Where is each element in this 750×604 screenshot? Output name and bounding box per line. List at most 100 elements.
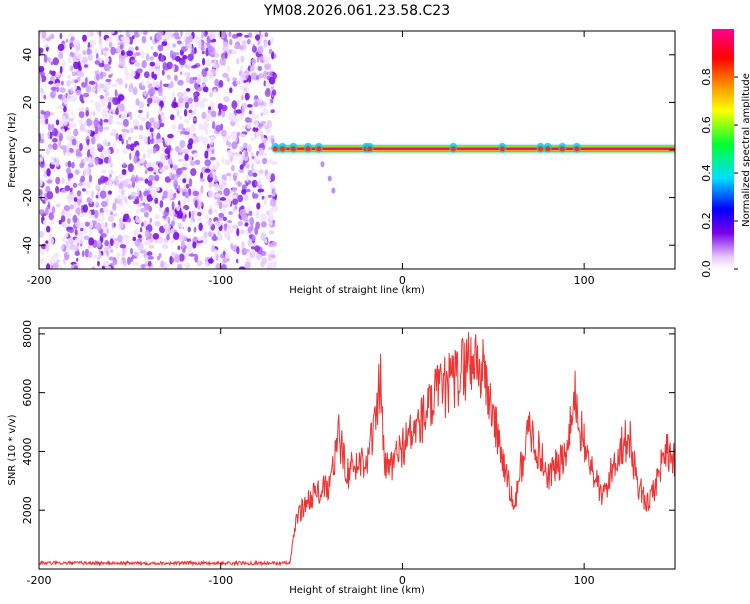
noise-speckle xyxy=(94,60,100,65)
noise-speckle xyxy=(45,240,49,244)
noise-speckle xyxy=(72,39,79,46)
noise-speckle xyxy=(174,145,180,153)
noise-speckle xyxy=(144,169,148,175)
noise-speckle xyxy=(209,91,214,98)
noise-speckle xyxy=(90,136,96,145)
noise-speckle xyxy=(147,166,154,172)
noise-speckle xyxy=(153,73,158,81)
noise-speckle xyxy=(136,68,143,74)
noise-speckle xyxy=(143,253,148,258)
noise-speckle xyxy=(127,184,132,189)
noise-speckle xyxy=(210,244,215,253)
noise-speckle xyxy=(184,191,190,199)
noise-speckle xyxy=(171,168,175,175)
noise-speckle xyxy=(264,62,271,71)
noise-speckle xyxy=(139,249,146,254)
y-tick-label: 40 xyxy=(21,48,34,62)
noise-speckle xyxy=(63,258,66,265)
noise-speckle xyxy=(108,31,115,34)
noise-speckle xyxy=(260,120,266,125)
noise-speckle xyxy=(115,107,119,116)
noise-speckle xyxy=(152,81,156,88)
noise-speckle xyxy=(203,237,208,245)
noise-speckle xyxy=(143,71,150,79)
noise-speckle xyxy=(270,36,274,44)
noise-speckle xyxy=(204,168,211,173)
noise-speckle xyxy=(45,118,49,125)
noise-speckle xyxy=(46,73,49,82)
noise-speckle xyxy=(231,49,237,55)
noise-speckle xyxy=(79,162,85,169)
noise-speckle xyxy=(74,229,78,236)
noise-speckle xyxy=(170,228,174,235)
noise-speckle xyxy=(92,254,97,259)
noise-speckle xyxy=(224,52,228,59)
noise-speckle xyxy=(164,176,172,183)
noise-speckle xyxy=(192,117,197,122)
noise-speckle xyxy=(262,108,268,116)
noise-speckle xyxy=(140,264,146,269)
noise-speckle xyxy=(167,153,171,160)
noise-speckle xyxy=(209,101,215,109)
noise-speckle xyxy=(213,89,217,93)
noise-speckle xyxy=(69,188,73,193)
colorbar-gradient xyxy=(712,29,734,269)
noise-speckle xyxy=(273,72,277,80)
noise-speckle xyxy=(222,216,227,222)
noise-speckle xyxy=(62,118,68,126)
noise-speckle xyxy=(121,138,124,145)
noise-speckle xyxy=(120,203,124,208)
noise-speckle xyxy=(149,117,155,123)
noise-speckle xyxy=(257,65,263,72)
noise-speckle xyxy=(250,246,256,250)
noise-speckle xyxy=(266,210,270,216)
noise-speckle xyxy=(48,80,54,85)
noise-speckle xyxy=(162,190,169,199)
noise-speckle xyxy=(89,147,95,156)
noise-speckle xyxy=(96,143,102,148)
noise-speckle xyxy=(123,36,131,45)
noise-speckle xyxy=(208,167,215,174)
noise-speckle xyxy=(258,31,262,37)
noise-speckle xyxy=(118,182,124,190)
noise-speckle xyxy=(88,163,94,168)
snr-frame xyxy=(38,327,676,570)
noise-speckle xyxy=(65,38,69,43)
colorbar-tick-label: 0.8 xyxy=(700,68,713,86)
noise-speckle xyxy=(140,50,145,59)
noise-speckle xyxy=(145,80,150,84)
noise-speckle xyxy=(193,152,199,158)
noise-speckle xyxy=(70,122,77,129)
noise-speckle xyxy=(94,101,100,107)
x-tick-label: -100 xyxy=(208,574,233,587)
noise-speckle xyxy=(76,190,82,197)
noise-speckle xyxy=(232,115,240,123)
noise-speckle xyxy=(98,36,103,45)
noise-speckle xyxy=(142,153,146,159)
noise-speckle xyxy=(112,203,117,211)
noise-speckle xyxy=(74,251,81,257)
noise-speckle xyxy=(85,76,88,85)
noise-speckle xyxy=(111,128,118,136)
noise-speckle xyxy=(131,70,136,77)
noise-speckle xyxy=(55,203,61,208)
noise-speckle xyxy=(200,184,204,194)
noise-speckle xyxy=(171,101,178,109)
noise-speckle xyxy=(147,97,153,104)
noise-speckle xyxy=(260,221,267,228)
noise-speckle xyxy=(177,79,184,86)
noise-speckle xyxy=(205,47,209,57)
signal-blob-core xyxy=(559,146,565,152)
noise-speckle xyxy=(260,232,267,241)
noise-speckle xyxy=(215,263,221,269)
noise-speckle xyxy=(52,143,58,150)
noise-speckle xyxy=(133,125,138,130)
noise-speckle xyxy=(203,231,208,239)
noise-speckle xyxy=(168,209,175,217)
noise-speckle xyxy=(132,86,138,96)
noise-speckle xyxy=(61,59,66,69)
noise-speckle xyxy=(137,31,144,36)
noise-speckle xyxy=(123,179,128,188)
signal-blob-core xyxy=(272,146,278,152)
noise-speckle xyxy=(154,174,160,182)
